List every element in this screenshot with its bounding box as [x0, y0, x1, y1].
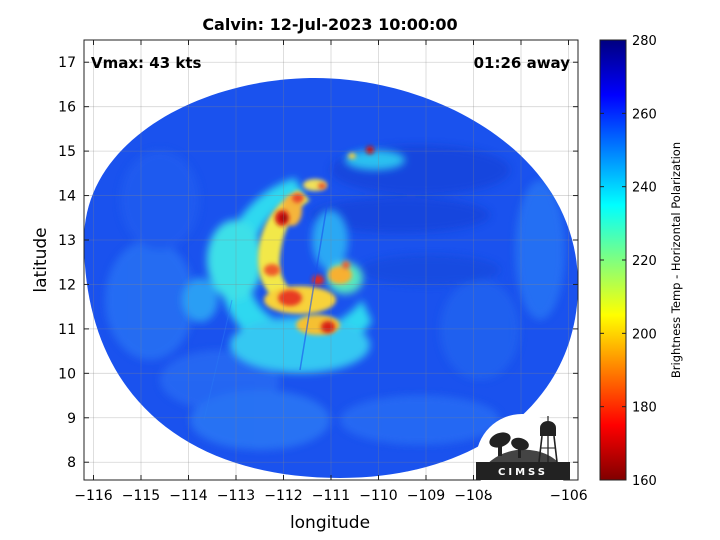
x-tick-label: −110 [359, 488, 397, 504]
x-axis-label: longitude [290, 513, 370, 533]
x-tick-label: −112 [264, 488, 302, 504]
x-tick-label: −108 [454, 488, 492, 504]
colorbar-tick-label: 180 [632, 401, 657, 416]
y-tick-label: 15 [58, 144, 76, 160]
map-axes: −116−115−114−113−112−111−110−109−108−107… [31, 39, 588, 533]
colorbar-tick-label: 240 [632, 181, 657, 196]
x-axis-ticks: −116−115−114−113−112−111−110−109−108−107… [74, 40, 588, 504]
microwave-swath [84, 77, 578, 478]
y-tick-label: 17 [58, 55, 76, 71]
y-axis-ticks: 17 16 15 14 13 12 11 10 9 8 [58, 55, 578, 471]
colorbar-tick-label: 160 [632, 474, 657, 489]
y-tick-label: 12 [58, 277, 76, 293]
y-tick-label: 9 [67, 411, 76, 427]
x-tick-label: −106 [549, 488, 588, 504]
colorbar-label: Brightness Temp - Horizontal Polarizatio… [669, 142, 683, 378]
y-tick-label: 13 [58, 233, 76, 249]
time-away-annotation: 01:26 away [474, 54, 571, 72]
y-tick-label: 11 [58, 322, 76, 338]
cimss-logo-text: CIMSS [498, 467, 548, 478]
y-tick-label: 16 [58, 100, 76, 116]
x-tick-label: −111 [312, 488, 350, 504]
colorbar-ticks: 280 260 240 220 200 180 160 [600, 34, 657, 489]
colorbar-gradient [600, 40, 626, 480]
y-tick-label: 10 [58, 366, 76, 382]
vmax-annotation: Vmax: 43 kts [91, 54, 201, 72]
y-tick-label: 8 [67, 455, 76, 471]
colorbar-tick-label: 260 [632, 107, 657, 122]
x-tick-label: −114 [169, 488, 208, 504]
colorbar-tick-label: 220 [632, 254, 657, 269]
colorbar-tick-label: 280 [632, 34, 657, 49]
colorbar-tick-label: 200 [632, 327, 657, 342]
chart-title: Calvin: 12-Jul-2023 10:00:00 [202, 15, 457, 34]
x-tick-label: −116 [74, 488, 113, 504]
y-axis-label: latitude [31, 227, 51, 292]
x-tick-label: −109 [407, 488, 445, 504]
x-tick-label: −115 [122, 488, 160, 504]
y-tick-label: 14 [58, 189, 76, 205]
cimss-logo: CIMSS [476, 414, 570, 506]
x-tick-label: −113 [217, 488, 255, 504]
colorbar: 280 260 240 220 200 180 160 Brightness Temp - … [599, 34, 683, 489]
